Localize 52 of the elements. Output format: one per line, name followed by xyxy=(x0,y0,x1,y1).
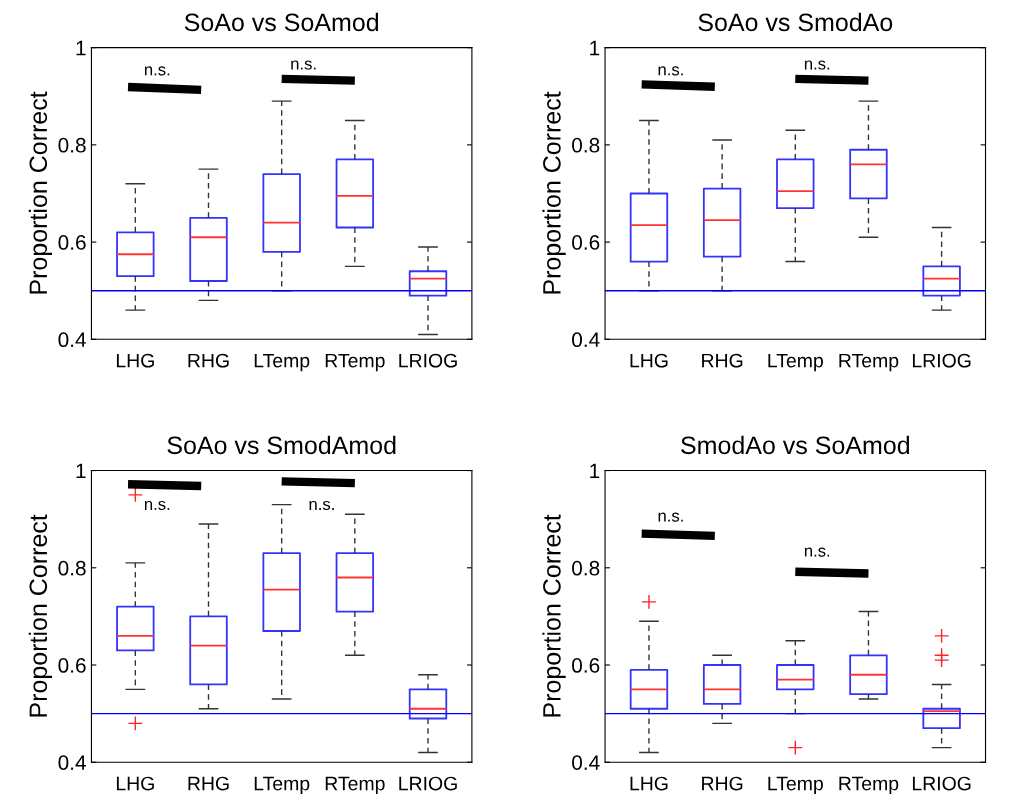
x-tick-label: LTemp xyxy=(768,353,823,372)
y-tick-label: 0.6 xyxy=(572,235,600,250)
y-tick-label: 1 xyxy=(76,40,86,56)
y-tick-label: 0.6 xyxy=(58,658,86,673)
y-tick-label: 1 xyxy=(76,463,86,479)
annotation: n.s. xyxy=(144,66,170,76)
y-axis-title: Proportion Correct xyxy=(542,514,566,717)
y-tick-label: 0.4 xyxy=(58,755,86,770)
y-tick-label: 0.8 xyxy=(572,560,600,576)
y-tick-label: 0.6 xyxy=(58,235,86,250)
x-tick-label: LRIOG xyxy=(912,353,971,368)
y-tick-label: 0.6 xyxy=(572,658,600,673)
y-axis-title: Proportion Correct xyxy=(542,91,566,294)
chart-title: SmodAo vs SoAmod xyxy=(681,435,910,455)
x-tick-label: LHG xyxy=(116,776,154,791)
annotation: n.s. xyxy=(658,512,683,522)
x-tick-label: LRIOG xyxy=(399,776,457,791)
x-tick-label: LHG xyxy=(630,353,668,368)
chart-title: SoAo vs SoAmod xyxy=(184,12,379,32)
y-tick-label: 0.4 xyxy=(572,332,600,348)
x-tick-label: RHG xyxy=(702,776,743,791)
x-tick-label: RTemp xyxy=(839,776,899,794)
y-axis-title: Proportion Correct xyxy=(28,514,53,717)
x-tick-label: LTemp xyxy=(254,776,310,794)
annotation: n.s. xyxy=(804,60,830,70)
x-tick-label: LRIOG xyxy=(399,353,457,368)
x-tick-label: RHG xyxy=(188,353,229,368)
x-tick-label: LTemp xyxy=(768,776,823,794)
y-axis-title: Proportion Correct xyxy=(28,91,53,294)
annotation: n.s. xyxy=(309,500,334,511)
y-tick-label: 0.4 xyxy=(58,332,86,348)
x-tick-label: RTemp xyxy=(839,353,899,372)
y-tick-label: 0.4 xyxy=(572,755,600,770)
x-tick-label: RTemp xyxy=(325,776,385,794)
y-tick-label: 0.8 xyxy=(58,137,86,153)
x-tick-label: LHG xyxy=(630,776,668,791)
y-tick-label: 1 xyxy=(590,463,600,479)
x-tick-label: LHG xyxy=(116,353,154,368)
x-tick-label: RHG xyxy=(188,776,229,791)
y-tick-label: 1 xyxy=(590,40,600,56)
annotation: n.s. xyxy=(658,66,683,76)
x-tick-label: RHG xyxy=(702,353,743,368)
x-tick-label: LTemp xyxy=(254,353,310,372)
chart-title: SoAo vs SmodAmod xyxy=(167,435,396,455)
annotation: n.s. xyxy=(144,500,170,511)
annotation: n.s. xyxy=(804,547,830,557)
chart-title: SoAo vs SmodAo xyxy=(698,12,893,32)
annotation: n.s. xyxy=(291,60,316,70)
x-tick-label: RTemp xyxy=(325,353,385,372)
x-tick-label: LRIOG xyxy=(912,776,971,791)
y-tick-label: 0.8 xyxy=(58,560,86,576)
y-tick-label: 0.8 xyxy=(572,137,600,153)
